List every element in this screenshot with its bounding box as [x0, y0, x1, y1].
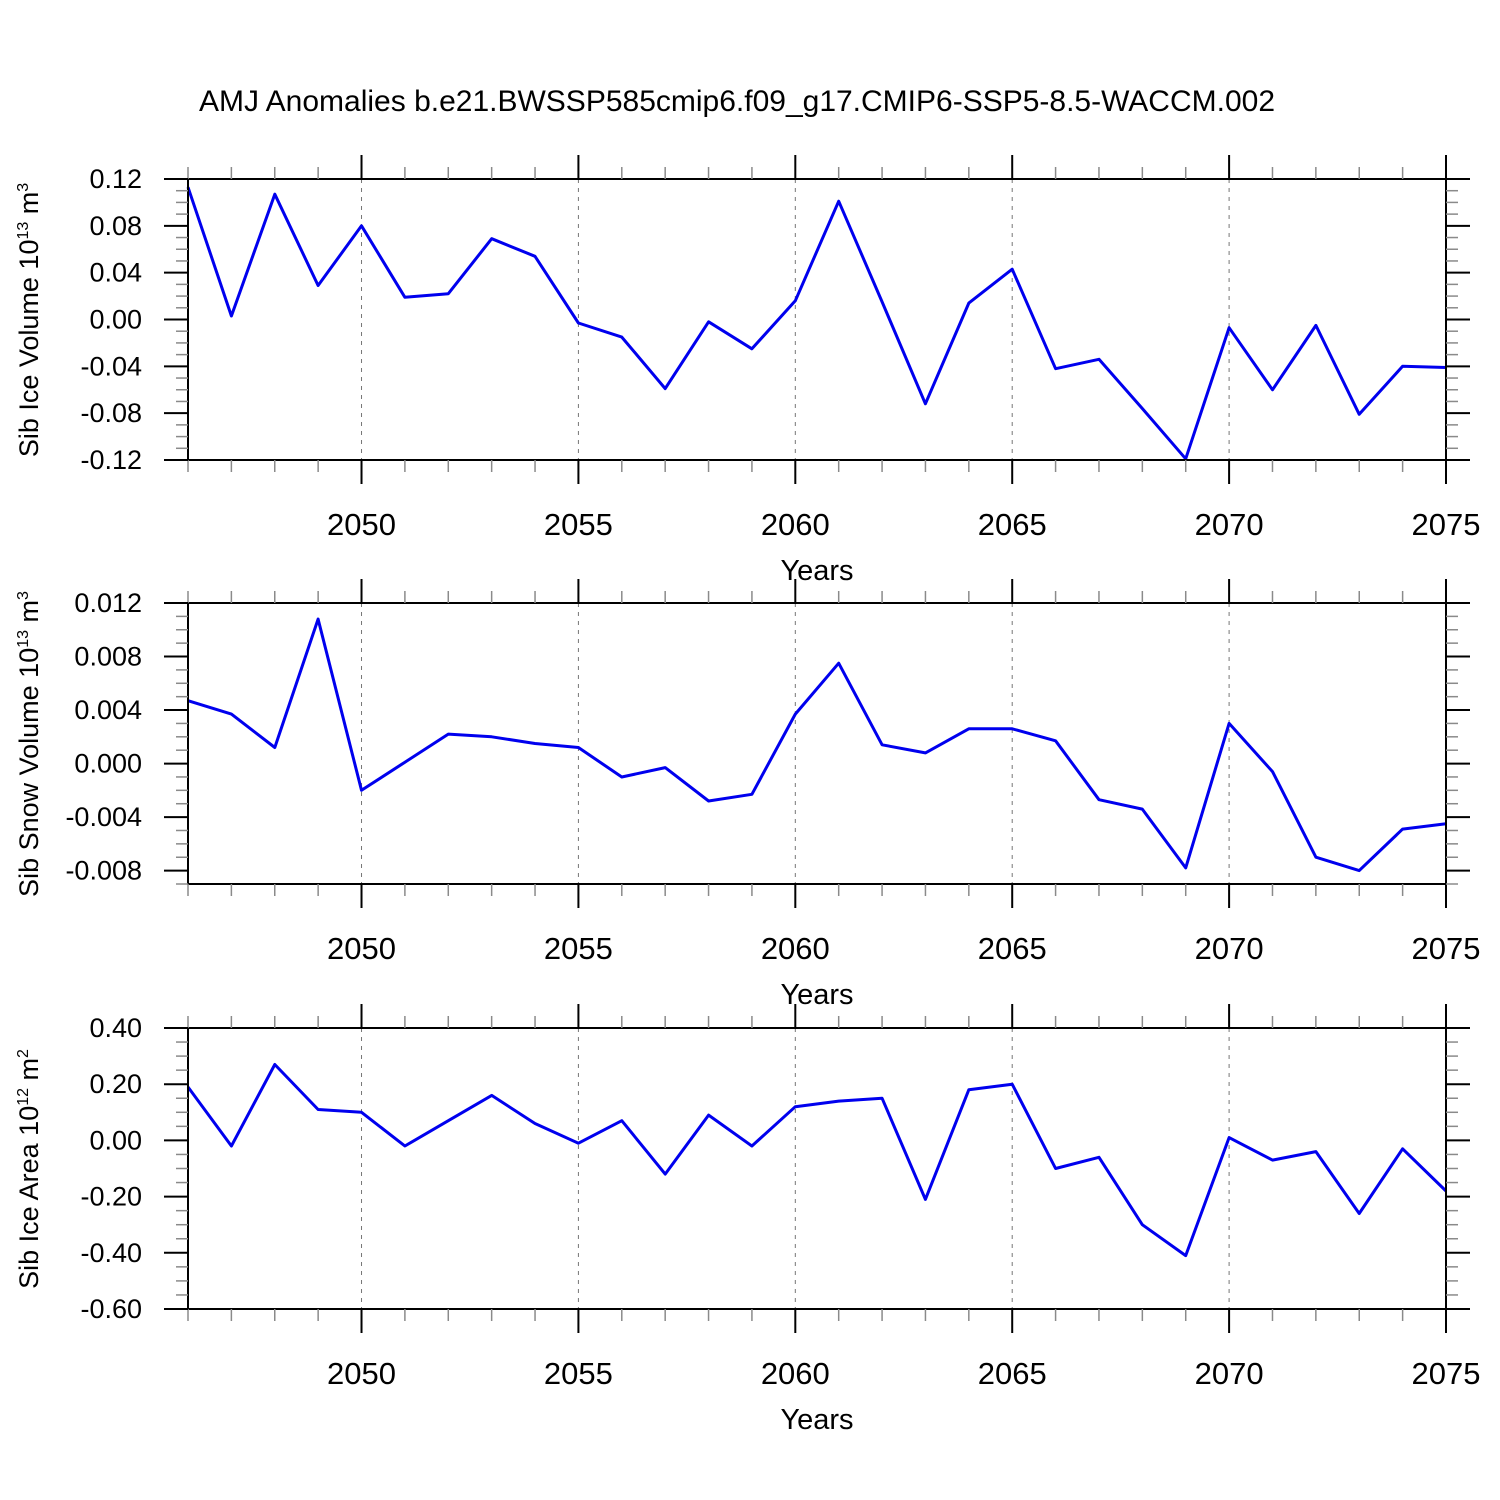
y-tick-label: -0.20	[80, 1182, 142, 1212]
y-axis-label-unit: m	[14, 1057, 44, 1088]
y-tick-label: -0.40	[80, 1238, 142, 1268]
sib-ice-volume-series-line	[186, 186, 1447, 461]
x-tick-label: 2060	[761, 931, 830, 966]
y-tick-label: 0.00	[89, 305, 142, 335]
x-tick-label: 2050	[327, 507, 396, 542]
y-axis-label-sib-ice-area: Sib Ice Area 1012 m2	[14, 1049, 45, 1289]
x-tick-label: 2070	[1195, 1356, 1264, 1391]
y-tick-label: 0.004	[74, 695, 142, 725]
x-tick-label: 2060	[761, 1356, 830, 1391]
x-tick-label: 2075	[1412, 507, 1481, 542]
y-tick-label: 0.12	[89, 164, 142, 194]
x-axis-title-panel1: Years	[780, 555, 854, 587]
y-tick-label: 0.20	[89, 1069, 142, 1099]
x-tick-label: 2070	[1195, 931, 1264, 966]
x-tick-label: 2065	[978, 931, 1047, 966]
y-tick-label: 0.008	[74, 642, 142, 672]
plot-frame	[187, 178, 1447, 461]
y-tick-label: -0.004	[65, 802, 142, 832]
y-axis-label-text: Sib Ice Volume 10	[14, 239, 44, 457]
y-tick-label: 0.04	[89, 258, 142, 288]
y-axis-label-sib-snow-volume: Sib Snow Volume 1013 m3	[14, 591, 45, 897]
y-axis-label-text: Sib Ice Area 10	[14, 1105, 44, 1289]
x-tick-label: 2055	[544, 1356, 613, 1391]
plot-frame	[187, 1027, 1447, 1310]
x-tick-label: 2050	[327, 1356, 396, 1391]
chart-title: AMJ Anomalies b.e21.BWSSP585cmip6.f09_g1…	[198, 85, 1276, 118]
y-tick-label: -0.04	[80, 351, 142, 381]
y-tick-label: 0.08	[89, 211, 142, 241]
y-axis-label-exponent: 12	[15, 1087, 32, 1106]
sib-snow-volume-series-line	[187, 617, 1447, 873]
y-tick-label: -0.12	[80, 445, 142, 475]
y-tick-label: -0.60	[80, 1294, 142, 1324]
y-tick-label: 0.40	[89, 1013, 142, 1043]
y-tick-label: 0.000	[74, 749, 142, 779]
y-tick-label: -0.08	[80, 398, 142, 428]
sib-ice-area-series-line	[186, 1063, 1448, 1258]
y-axis-label-unit-exponent: 3	[15, 182, 32, 192]
x-tick-label: 2060	[761, 507, 830, 542]
x-tick-label: 2055	[544, 931, 613, 966]
x-tick-label: 2055	[544, 507, 613, 542]
x-tick-label: 2070	[1195, 507, 1264, 542]
plot-frame	[187, 602, 1447, 885]
x-tick-label: 2075	[1412, 931, 1481, 966]
y-axis-label-text: Sib Snow Volume 10	[14, 647, 44, 897]
x-tick-label: 2075	[1412, 1356, 1481, 1391]
y-axis-label-unit: m	[14, 191, 44, 222]
x-tick-label: 2065	[978, 507, 1047, 542]
y-axis-label-unit: m	[14, 599, 44, 630]
y-tick-label: -0.008	[65, 856, 142, 886]
x-tick-label: 2065	[978, 1356, 1047, 1391]
y-axis-label-unit-exponent: 3	[15, 590, 32, 600]
y-axis-label-exponent: 13	[15, 629, 32, 648]
y-axis-label-exponent: 13	[15, 221, 32, 240]
y-axis-label-sib-ice-volume: Sib Ice Volume 1013 m3	[14, 182, 45, 456]
y-axis-label-unit-exponent: 2	[15, 1048, 32, 1058]
y-tick-label: 0.012	[74, 588, 142, 618]
x-axis-title-panel2: Years	[780, 979, 854, 1011]
x-axis-title-panel3: Years	[780, 1404, 854, 1436]
y-tick-label: 0.00	[89, 1125, 142, 1155]
x-tick-label: 2050	[327, 931, 396, 966]
